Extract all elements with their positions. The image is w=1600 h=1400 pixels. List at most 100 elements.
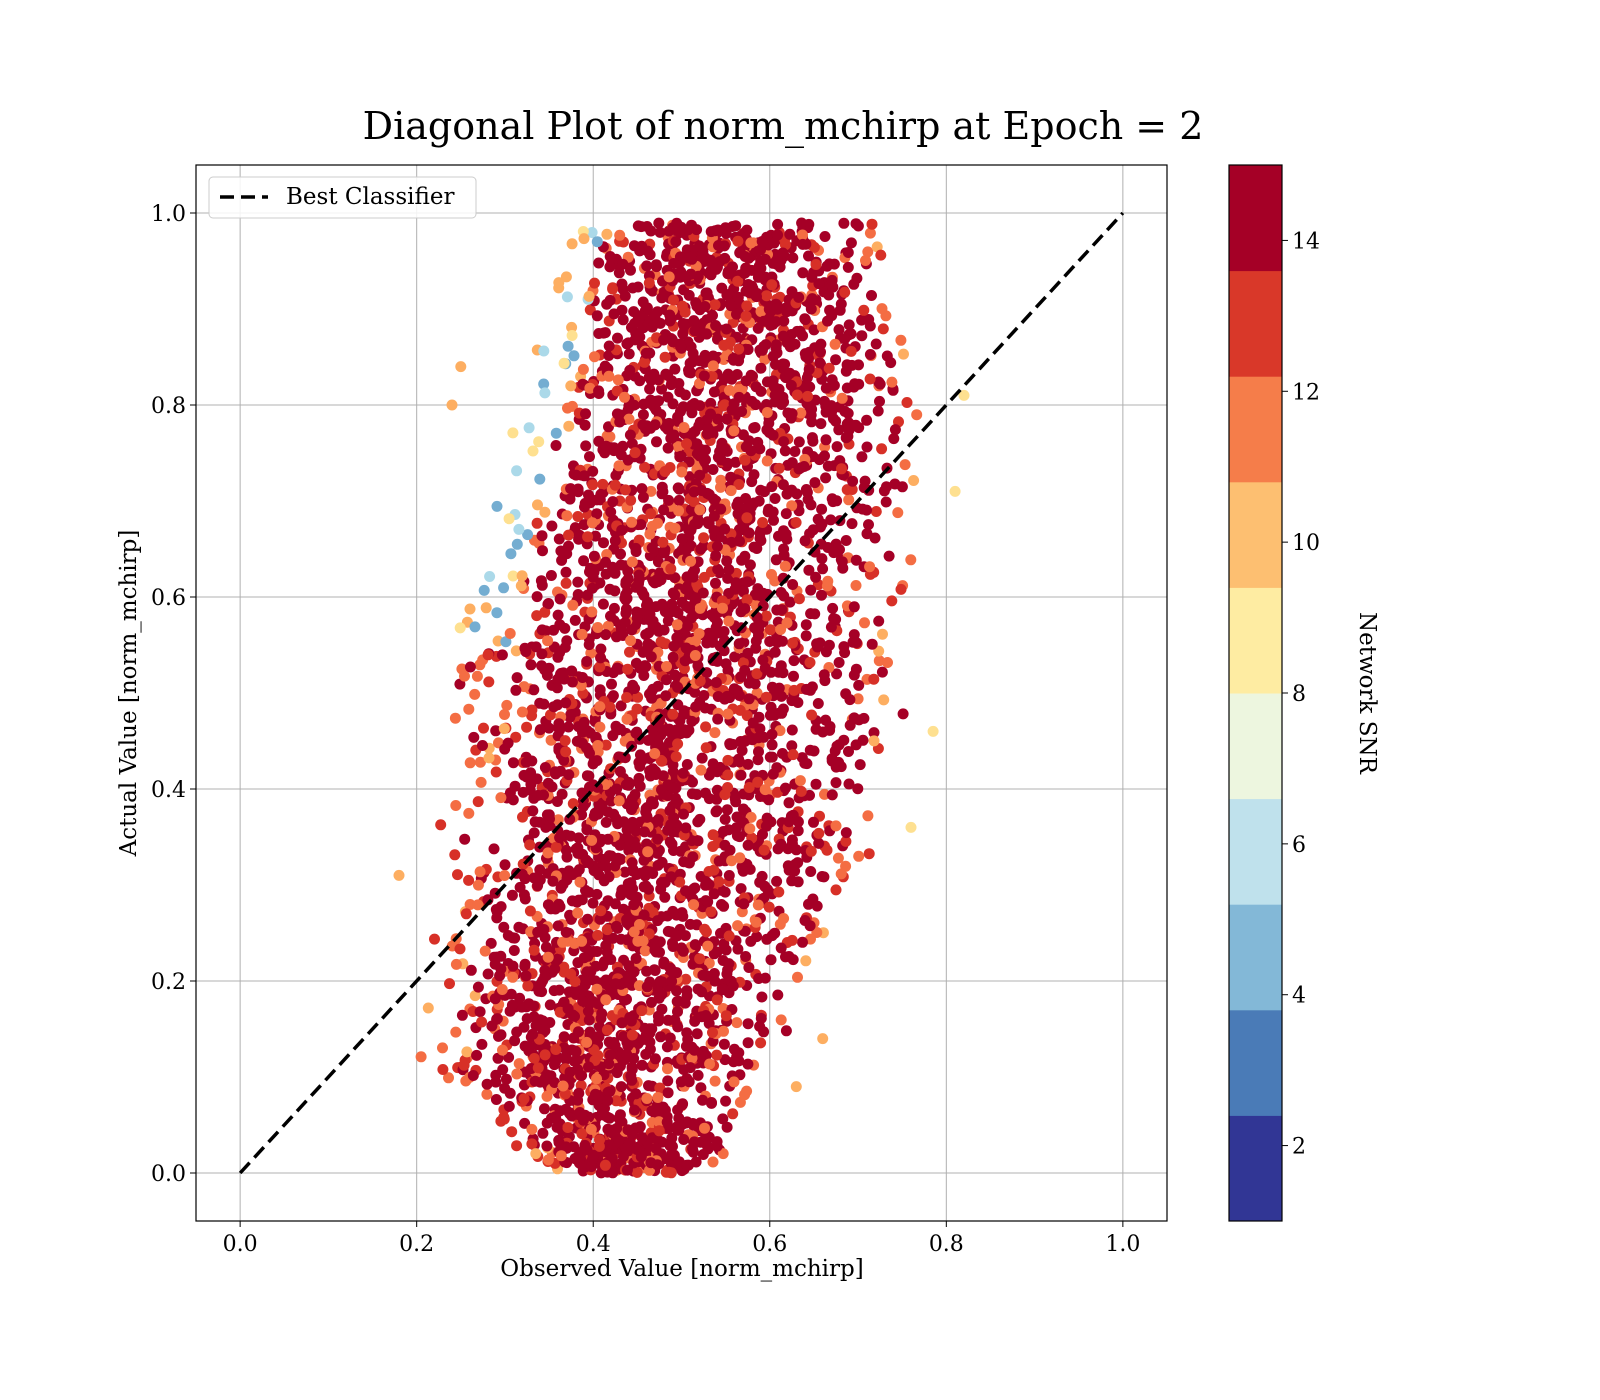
scatter-point: [656, 383, 668, 395]
scatter-point: [776, 707, 788, 719]
scatter-point: [601, 924, 613, 936]
scatter-point: [694, 504, 706, 516]
scatter-point: [572, 847, 584, 859]
scatter-point: [491, 500, 503, 512]
scatter-point: [820, 434, 832, 446]
scatter-point: [523, 422, 535, 434]
scatter-point: [465, 964, 477, 976]
scatter-point: [661, 1116, 673, 1128]
scatter-point: [499, 859, 511, 871]
scatter-point: [674, 451, 686, 463]
scatter-point: [651, 436, 662, 448]
scatter-point: [595, 643, 607, 655]
scatter-point: [775, 942, 787, 954]
scatter-point: [580, 440, 592, 452]
scatter-point: [745, 280, 756, 292]
scatter-point: [437, 1064, 449, 1075]
scatter-point: [550, 1056, 562, 1068]
scatter-point: [602, 620, 614, 632]
scatter-point: [843, 778, 855, 790]
scatter-point: [626, 438, 638, 450]
scatter-point: [691, 300, 703, 312]
scatter-point: [607, 496, 619, 508]
scatter-point: [806, 416, 818, 428]
scatter-point: [790, 1081, 802, 1093]
x-tick-label: 0.2: [399, 1232, 434, 1257]
scatter-point: [795, 407, 807, 419]
scatter-point: [741, 594, 753, 606]
scatter-point: [757, 828, 768, 840]
scatter-point: [507, 427, 519, 439]
scatter-point: [675, 1076, 687, 1088]
scatter-point: [639, 461, 651, 473]
scatter-point: [694, 469, 706, 481]
scatter-point: [872, 405, 884, 417]
scatter-point: [480, 602, 492, 614]
scatter-point: [600, 940, 612, 951]
scatter-point: [840, 835, 852, 847]
scatter-point: [868, 727, 880, 739]
scatter-point: [886, 595, 898, 607]
scatter-point: [464, 899, 476, 910]
scatter-point: [444, 978, 455, 990]
scatter-point: [719, 813, 731, 825]
scatter-point: [705, 397, 717, 409]
scatter-point: [830, 777, 842, 789]
scatter-point: [726, 536, 737, 548]
scatter-point: [722, 769, 734, 781]
scatter-point: [616, 1017, 628, 1029]
scatter-point: [621, 692, 633, 703]
scatter-point: [657, 536, 669, 548]
scatter-point: [602, 833, 614, 845]
scatter-point: [681, 438, 692, 450]
scatter-point: [654, 1082, 666, 1094]
scatter-point: [761, 407, 773, 418]
scatter-point: [699, 923, 711, 935]
scatter-point: [557, 936, 569, 948]
scatter-point: [538, 698, 550, 710]
scatter-point: [668, 845, 679, 856]
scatter-point: [585, 1123, 597, 1135]
scatter-point: [730, 456, 742, 468]
scatter-point: [803, 363, 815, 375]
scatter-point: [583, 857, 595, 869]
scatter-point: [495, 1115, 507, 1127]
scatter-point: [459, 670, 470, 682]
scatter-point: [595, 488, 607, 500]
scatter-point: [659, 466, 671, 477]
scatter-point: [503, 1051, 515, 1063]
scatter-point: [683, 1076, 695, 1088]
scatter-point: [793, 436, 805, 448]
scatter-point: [630, 841, 642, 853]
scatter-point: [629, 447, 641, 459]
scatter-point: [719, 443, 731, 455]
scatter-point: [645, 508, 657, 520]
scatter-point: [604, 261, 616, 273]
scatter-point: [624, 429, 636, 441]
scatter-point: [706, 257, 718, 269]
scatter-point: [640, 661, 652, 673]
scatter-point: [573, 529, 585, 541]
scatter-point: [809, 477, 821, 489]
scatter-point: [758, 844, 770, 856]
scatter-point: [866, 290, 877, 301]
scatter-point: [642, 846, 654, 858]
scatter-point: [672, 1104, 684, 1116]
scatter-point: [507, 960, 519, 972]
scatter-point: [727, 1108, 739, 1120]
scatter-point: [516, 570, 528, 582]
scatter-point: [645, 651, 657, 663]
scatter-point: [593, 385, 605, 397]
scatter-point: [856, 330, 868, 342]
scatter-point: [766, 930, 778, 942]
scatter-point: [619, 391, 630, 403]
scatter-point: [506, 1126, 518, 1138]
scatter-point: [732, 235, 744, 247]
scatter-point: [833, 324, 845, 336]
scatter-point: [766, 751, 778, 763]
scatter-point: [815, 418, 827, 430]
scatter-point: [767, 350, 779, 362]
scatter-point: [577, 995, 589, 1007]
scatter-point: [796, 752, 808, 764]
scatter-point: [752, 754, 764, 766]
